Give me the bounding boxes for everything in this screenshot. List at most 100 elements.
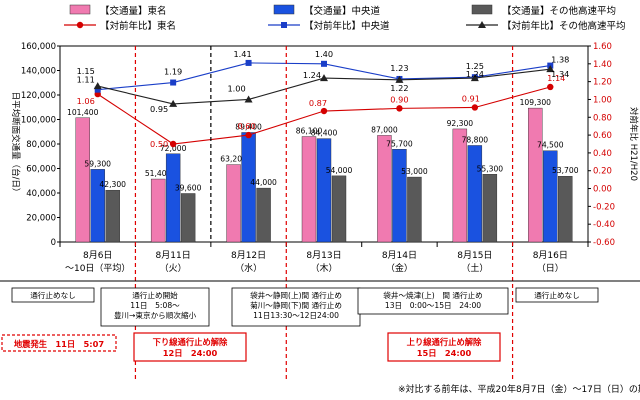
bar [256, 187, 271, 243]
callout-down-lifted: 下り線通行止め解除 12日 24:00 [133, 332, 247, 362]
bar [90, 169, 105, 243]
marker-circle [76, 21, 84, 29]
bar-value-label: 63,200 [220, 155, 247, 164]
line-value-label: 1.38 [551, 55, 569, 65]
right-tick-label: -0.20 [593, 202, 615, 212]
bar [482, 174, 498, 243]
footnote: ※対比する前年は、平成20年8月7日（金）～17日（日）の期 [398, 383, 640, 395]
bar-value-label: 75,700 [386, 139, 413, 148]
bar-value-label: 53,000 [401, 167, 428, 176]
bar-value-label: 92,300 [447, 119, 474, 128]
note-text: 通行止め開始 11日 5:08～豊川→東京から順次縮小 [114, 290, 197, 320]
note-box [357, 287, 509, 315]
bar [150, 178, 166, 243]
note-text: 通行止めなし [30, 290, 76, 300]
axes-ticks: 0 20,000 40,000 60,000 80,000 100,000 120,000 1… [21, 42, 615, 248]
marker-triangle [470, 74, 479, 82]
legend-item: 【交通量】東名 [69, 4, 167, 17]
left-tick-label: 120,000 [21, 91, 56, 101]
line-value-label: 1.15 [77, 66, 95, 76]
right-tick-label: 0.80 [593, 113, 612, 123]
bar-value-label: 54,000 [326, 166, 353, 175]
line-value-label: 1.34 [551, 69, 569, 79]
left-tick-label: 0 [51, 238, 56, 248]
callout-quake: 地震発生 11日 5:07 [1, 334, 117, 352]
legend-swatch [69, 4, 91, 15]
bar [165, 153, 181, 243]
line-value-label: 1.00 [227, 83, 245, 93]
line-series: 1.06 0.50 0.60 0.87 0.90 0.91 1.14 1.11 1.19 1.41… [77, 49, 570, 149]
line-value-label: 1.06 [77, 96, 95, 106]
bar [105, 189, 120, 243]
line-value-label: 0.60 [237, 121, 255, 131]
note-text: 袋井～焼津(上) 間 通行止め 13日 0:00～15日 24:00 [383, 290, 482, 310]
y-axis-right-label: 対前年比 H21/H20 [628, 107, 639, 181]
line-value-label: 1.24 [466, 69, 484, 79]
bar [543, 150, 558, 243]
category-sub: （水） [235, 262, 262, 274]
bar [528, 107, 543, 243]
category-date: 8月6日 [83, 250, 112, 261]
line-value-label: 1.22 [390, 83, 408, 93]
marker-square [281, 22, 287, 28]
note-box [231, 287, 361, 327]
bar-value-label: 72,000 [160, 144, 187, 153]
bar-value-label: 39,600 [175, 183, 202, 192]
bar-value-label: 51,400 [145, 169, 172, 178]
y-axis-left-label: 日平均断面交通量（台/日） [10, 92, 21, 197]
bar [407, 176, 422, 243]
line-value-label: 1.24 [303, 70, 321, 80]
legend-label: 【対前年比】中央道 [304, 20, 390, 32]
category-date: 8月14日 [382, 250, 417, 261]
note-text: 通行止めなし [534, 290, 580, 300]
category-sub: （金） [386, 262, 413, 274]
line-value-label: 1.11 [77, 75, 95, 85]
marker-square [245, 59, 252, 66]
category-date: 8月11日 [156, 250, 191, 261]
category-sub: （火） [160, 263, 187, 274]
chart-legend: 【交通量】東名 【交通量】中央道 【交通量】その他高速平均【対前年比】東名 【対前年比… [64, 4, 626, 32]
callout-text: 下り線通行止め解除 12日 24:00 [153, 337, 228, 358]
marker-triangle [395, 75, 404, 83]
left-tick-label: 160,000 [21, 42, 56, 52]
left-tick-label: 140,000 [21, 67, 56, 77]
right-tick-label: -0.40 [593, 220, 615, 230]
marker-circle [396, 105, 403, 112]
line-value-label: 0.50 [150, 139, 168, 149]
line-value-label: 1.41 [233, 49, 251, 59]
category-date: 8月16日 [533, 250, 568, 261]
right-tick-label: 1.40 [593, 60, 612, 70]
marker-circle [547, 83, 554, 91]
note-box [515, 287, 599, 303]
marker-triangle [478, 21, 486, 28]
bar [331, 175, 347, 243]
bar [452, 128, 468, 243]
event-note: 袋井～静岡(上)間 通行止め菊川～静岡(下)間 通行止め 11日13:30～12日… [231, 287, 361, 327]
marker-triangle [320, 74, 328, 82]
bar-value-label: 59,300 [84, 159, 111, 168]
line-value-label: 1.23 [390, 63, 408, 73]
line-value-label: 0.90 [390, 94, 408, 104]
line-value-label: 1.40 [315, 49, 333, 59]
bar [241, 132, 256, 243]
right-tick-label: 0.60 [593, 131, 612, 141]
left-tick-label: 60,000 [26, 165, 56, 175]
marker-triangle [169, 99, 178, 107]
event-notes: 通行止めなし 通行止め開始 11日 5:08～豊川→東京から順次縮小 袋井～静岡(上)… [11, 287, 599, 327]
left-tick-label: 40,000 [26, 189, 56, 199]
bar-value-label: 44,000 [250, 178, 277, 187]
marker-square [170, 79, 177, 86]
right-tick-label: 1.00 [593, 95, 612, 105]
bar [558, 176, 573, 243]
event-note: 通行止めなし [11, 287, 95, 303]
note-box [100, 287, 210, 327]
left-tick-label: 80,000 [26, 140, 56, 150]
category-sub: ～10日（平均） [65, 262, 130, 274]
legend-swatch [273, 4, 295, 15]
callout-text: 上り線通行止め解除 15日 24:00 [407, 337, 482, 358]
line-value-label: 0.95 [150, 104, 168, 114]
line-value-label: 0.87 [309, 98, 327, 108]
bar [75, 117, 90, 243]
right-tick-label: 0.20 [593, 167, 612, 177]
